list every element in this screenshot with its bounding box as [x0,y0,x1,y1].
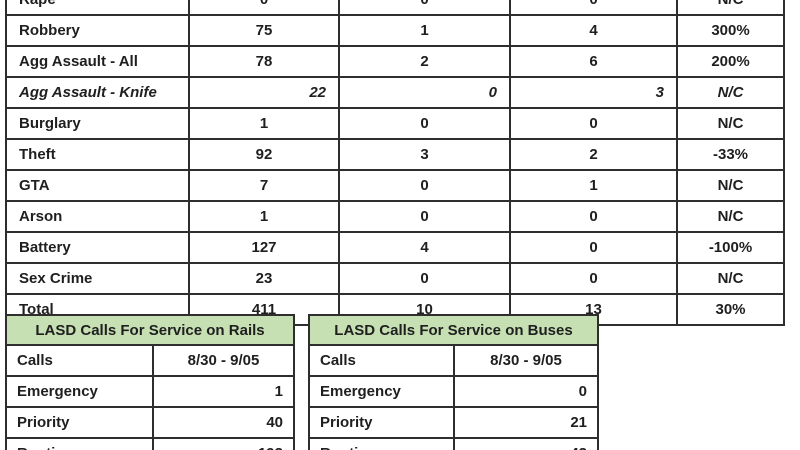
crime-label: Sex Crime [5,262,190,295]
crime-label: GTA [5,169,190,202]
value-cell: 2 [338,45,511,78]
value-cell: 2 [509,138,678,171]
call-count-cell: 40 [152,406,295,439]
value-cell: 1 [509,169,678,202]
percent-cell: N/C [676,0,785,16]
rails-table-title: LASD Calls For Service on Rails [5,314,295,346]
table-row-routine: Routine 193 [5,437,295,450]
table-row-gta: GTA 7 0 1 N/C [5,169,785,202]
table-row-priority: Priority 40 [5,406,295,439]
crime-label: Agg Assault - All [5,45,190,78]
table-row-emergency: Emergency 1 [5,375,295,408]
crime-label: Robbery [5,14,190,47]
table-row-emergency: Emergency 0 [308,375,600,408]
crime-label: Arson [5,200,190,233]
value-cell: 3 [509,76,678,109]
value-cell: 0 [338,76,511,109]
call-count-cell: 193 [152,437,295,450]
value-cell: 6 [509,45,678,78]
percent-cell: N/C [676,169,785,202]
column-header-calls: Calls [308,344,455,377]
table-row-agg-assault-knife: Agg Assault - Knife 22 0 3 N/C [5,76,785,109]
percent-cell: 300% [676,14,785,47]
value-cell: 0 [338,200,511,233]
percent-cell: N/C [676,76,785,109]
value-cell: 7 [188,169,340,202]
crime-label: Burglary [5,107,190,140]
column-header-date-range: 8/30 - 9/05 [452,344,600,377]
table-row-rape: Rape 0 0 0 N/C [5,0,785,16]
table-row: Calls 8/30 - 9/05 [308,344,600,377]
table-row-arson: Arson 1 0 0 N/C [5,200,785,233]
call-type-label: Routine [5,437,154,450]
table-header-row: LASD Calls For Service on Rails [5,314,295,346]
table-row-sex-crime: Sex Crime 23 0 0 N/C [5,262,785,295]
table-row-priority: Priority 21 [308,406,600,439]
table-row-burglary: Burglary 1 0 0 N/C [5,107,785,140]
percent-cell: N/C [676,200,785,233]
percent-cell: 30% [676,293,785,326]
value-cell: 4 [509,14,678,47]
percent-cell: -100% [676,231,785,264]
buses-calls-table: LASD Calls For Service on Buses Calls 8/… [307,314,600,450]
value-cell: 4 [338,231,511,264]
crime-label: Battery [5,231,190,264]
table-row-battery: Battery 127 4 0 -100% [5,231,785,264]
percent-cell: N/C [676,107,785,140]
table-row-robbery: Robbery 75 1 4 300% [5,14,785,47]
column-header-calls: Calls [5,344,154,377]
call-count-cell: 21 [452,406,600,439]
value-cell: 127 [188,231,340,264]
value-cell: 0 [509,200,678,233]
value-cell: 0 [338,107,511,140]
value-cell: 0 [509,0,678,16]
value-cell: 22 [188,76,340,109]
value-cell: 92 [188,138,340,171]
call-type-label: Emergency [5,375,154,408]
value-cell: 1 [188,200,340,233]
value-cell: 78 [188,45,340,78]
percent-cell: 200% [676,45,785,78]
column-header-date-range: 8/30 - 9/05 [152,344,295,377]
crime-stats-table: Rape 0 0 0 N/C Robbery 75 1 4 300% Agg A… [5,0,785,326]
table-row-agg-assault-all: Agg Assault - All 78 2 6 200% [5,45,785,78]
value-cell: 0 [509,107,678,140]
value-cell: 0 [509,262,678,295]
value-cell: 75 [188,14,340,47]
value-cell: 0 [338,169,511,202]
table-header-row: LASD Calls For Service on Buses [307,314,600,346]
value-cell: 23 [188,262,340,295]
value-cell: 1 [188,107,340,140]
crime-label: Rape [5,0,190,16]
table-row-theft: Theft 92 3 2 -33% [5,138,785,171]
call-type-label: Emergency [308,375,455,408]
call-type-label: Priority [308,406,455,439]
buses-table-title: LASD Calls For Service on Buses [307,314,600,346]
call-type-label: Routine [308,437,455,450]
call-type-label: Priority [5,406,154,439]
call-count-cell: 1 [152,375,295,408]
value-cell: 1 [338,14,511,47]
crime-label: Theft [5,138,190,171]
value-cell: 0 [338,262,511,295]
call-count-cell: 43 [452,437,600,450]
call-count-cell: 0 [452,375,600,408]
table-row: Calls 8/30 - 9/05 [5,344,295,377]
percent-cell: N/C [676,262,785,295]
table-row-routine: Routine 43 [308,437,600,450]
value-cell: 3 [338,138,511,171]
percent-cell: -33% [676,138,785,171]
value-cell: 0 [338,0,511,16]
value-cell: 0 [188,0,340,16]
rails-calls-table: LASD Calls For Service on Rails Calls 8/… [5,314,295,450]
crime-label: Agg Assault - Knife [5,76,190,109]
value-cell: 0 [509,231,678,264]
